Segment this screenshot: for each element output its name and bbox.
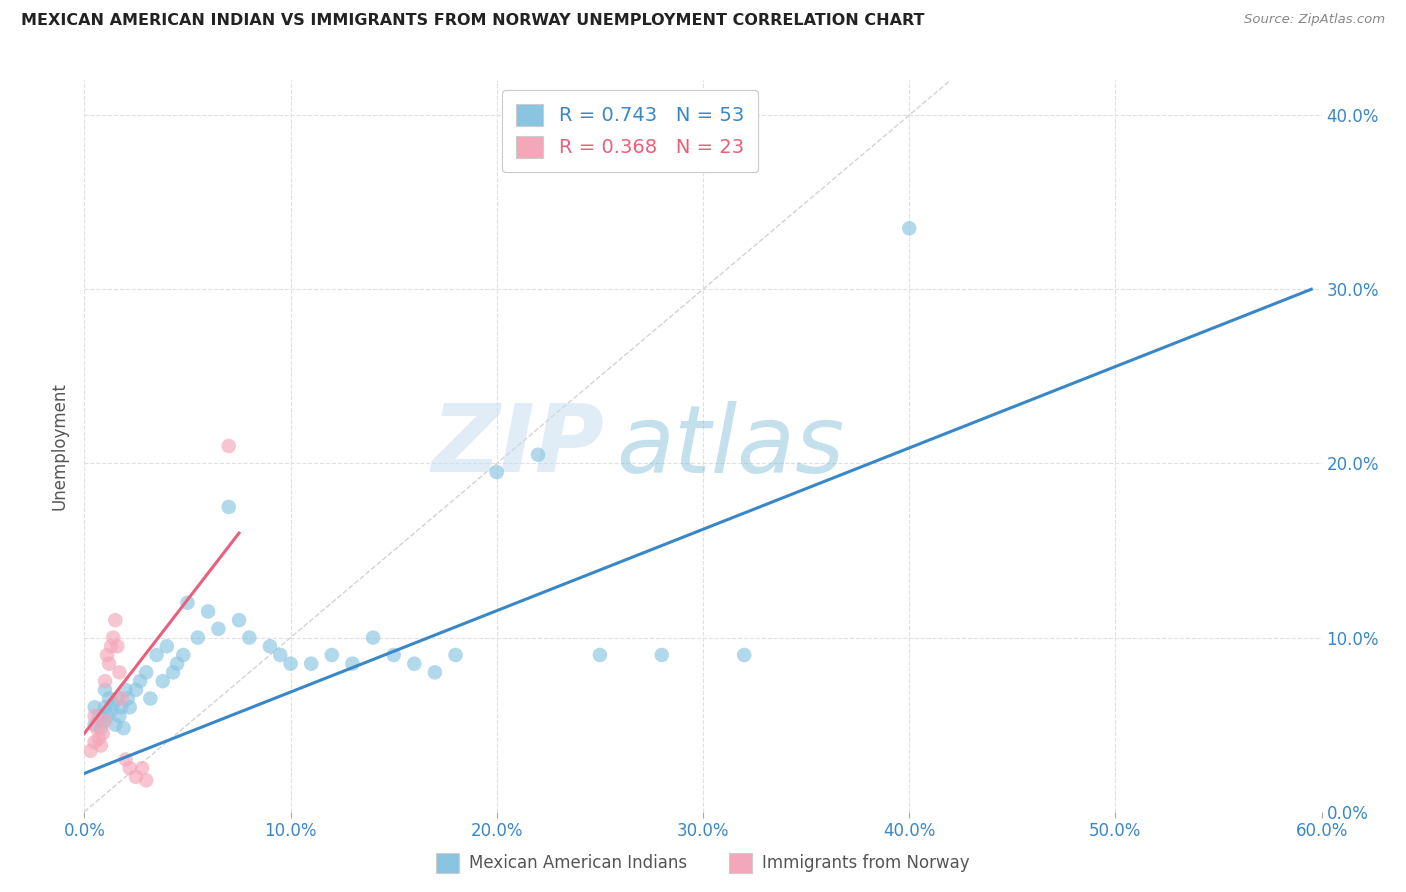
Point (100, 640, 122, 654)
Point (87, 709, 110, 723)
Point (104, 613, 127, 627)
Point (589, 648, 612, 662)
Text: atlas: atlas (616, 401, 845, 491)
Point (166, 657, 188, 671)
Point (110, 700, 132, 714)
Point (299, 657, 322, 671)
Point (103, 697, 125, 711)
Point (83, 735, 105, 749)
Point (187, 631, 209, 645)
Point (79, 744, 101, 758)
Point (218, 500, 240, 514)
Point (485, 465, 508, 479)
Point (117, 691, 139, 706)
Point (172, 648, 194, 662)
Point (238, 631, 260, 645)
Point (112, 721, 135, 735)
Point (94, 714, 117, 728)
Point (651, 648, 673, 662)
Point (228, 613, 250, 627)
Point (94, 674, 117, 689)
Point (94, 700, 117, 714)
Point (83, 709, 105, 723)
Point (110, 691, 132, 706)
Point (118, 700, 141, 714)
Point (423, 665, 446, 680)
Point (90, 721, 112, 735)
Point (108, 709, 131, 723)
Point (90, 739, 112, 753)
Point (104, 717, 127, 731)
Point (733, 648, 755, 662)
Point (156, 640, 179, 654)
Point (103, 631, 125, 645)
Point (83, 717, 105, 731)
Point (342, 657, 364, 671)
Point (108, 665, 131, 680)
Point (118, 761, 141, 775)
Point (145, 648, 167, 662)
Y-axis label: Unemployment: Unemployment (51, 382, 69, 510)
Point (114, 752, 136, 766)
Point (100, 704, 122, 718)
Point (96, 648, 118, 662)
Point (152, 674, 174, 689)
Point (125, 682, 148, 697)
Point (139, 691, 162, 706)
Point (83, 700, 105, 714)
Point (135, 665, 157, 680)
Point (98, 657, 121, 671)
Point (197, 604, 219, 618)
Point (207, 622, 229, 636)
Text: MEXICAN AMERICAN INDIAN VS IMMIGRANTS FROM NORWAY UNEMPLOYMENT CORRELATION CHART: MEXICAN AMERICAN INDIAN VS IMMIGRANTS FR… (21, 13, 925, 29)
Text: ZIP: ZIP (432, 400, 605, 492)
Point (269, 648, 291, 662)
Point (898, 221, 921, 235)
Point (87, 731, 110, 746)
Point (259, 640, 281, 654)
Point (135, 773, 157, 788)
Legend: Mexican American Indians, Immigrants from Norway: Mexican American Indians, Immigrants fro… (429, 847, 977, 880)
Point (129, 674, 152, 689)
Point (91, 714, 114, 728)
Legend: R = 0.743   N = 53, R = 0.368   N = 23: R = 0.743 N = 53, R = 0.368 N = 23 (502, 90, 758, 172)
Point (527, 448, 550, 462)
Point (105, 691, 128, 706)
Point (280, 657, 302, 671)
Point (404, 657, 426, 671)
Point (105, 640, 128, 654)
Text: Source: ZipAtlas.com: Source: ZipAtlas.com (1244, 13, 1385, 27)
Point (91, 726, 114, 740)
Point (96, 709, 118, 723)
Point (162, 665, 184, 680)
Point (94, 682, 117, 697)
Point (114, 682, 136, 697)
Point (218, 439, 240, 453)
Point (176, 596, 198, 610)
Point (98, 691, 121, 706)
Point (444, 648, 467, 662)
Point (131, 761, 153, 775)
Point (125, 770, 148, 784)
Point (361, 631, 384, 645)
Point (86, 721, 108, 735)
Point (382, 648, 405, 662)
Point (321, 648, 343, 662)
